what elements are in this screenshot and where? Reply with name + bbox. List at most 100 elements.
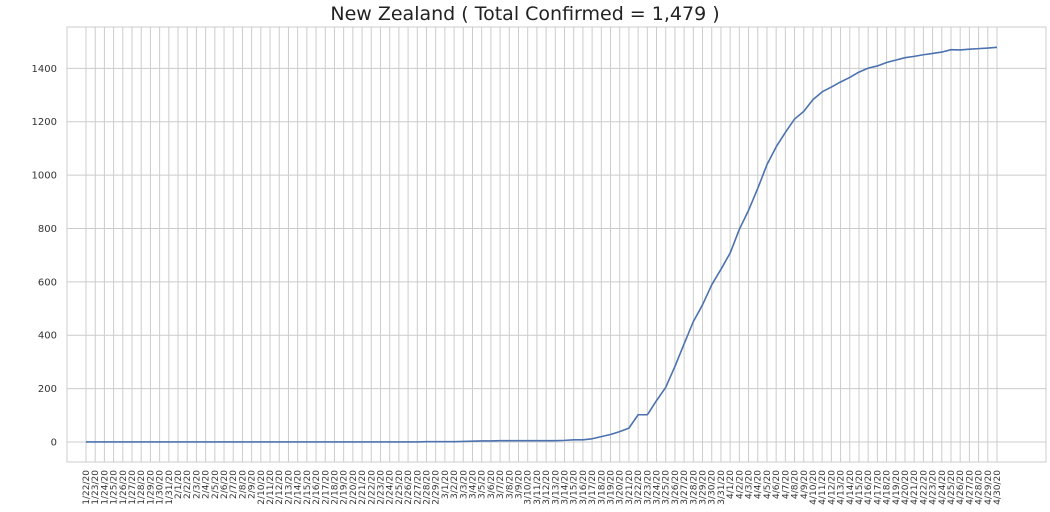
x-tick-label: 1/28/20 — [137, 470, 147, 505]
x-tick-label: 4/6/20 — [772, 470, 782, 499]
x-tick-label: 3/20/20 — [616, 470, 626, 505]
x-tick-label: 4/8/20 — [791, 470, 801, 499]
x-tick-label: 2/21/20 — [358, 470, 368, 505]
chart-title: New Zealand ( Total Confirmed = 1,479 ) — [330, 3, 720, 25]
x-tick-label: 3/10/20 — [524, 470, 534, 505]
y-tick-label: 400 — [38, 331, 57, 342]
y-tick-label: 1000 — [32, 171, 57, 182]
x-tick-label: 2/11/20 — [266, 470, 276, 505]
x-tick-label: 4/26/20 — [956, 470, 966, 505]
x-tick-label: 4/18/20 — [883, 470, 893, 505]
x-tick-label: 2/5/20 — [211, 470, 221, 499]
x-tick-label: 2/15/20 — [303, 470, 313, 505]
x-tick-label: 3/9/20 — [514, 470, 524, 499]
x-tick-label: 2/13/20 — [284, 470, 294, 505]
x-tick-label: 2/2/20 — [183, 470, 193, 499]
x-tick-label: 1/31/20 — [165, 470, 175, 505]
x-tick-label: 2/8/20 — [238, 470, 248, 499]
x-tick-label: 3/12/20 — [542, 470, 552, 505]
x-tick-label: 4/15/20 — [855, 470, 865, 505]
y-tick-label: 0 — [51, 437, 57, 448]
x-tick-label: 3/7/20 — [496, 470, 506, 499]
y-tick-label: 1200 — [32, 117, 57, 128]
x-tick-label: 3/14/20 — [561, 470, 571, 505]
x-tick-label: 3/31/20 — [717, 470, 727, 505]
x-tick-label: 3/19/20 — [607, 470, 617, 505]
x-tick-label: 4/13/20 — [837, 470, 847, 505]
x-tick-label: 3/27/20 — [680, 470, 690, 505]
y-tick-label: 1400 — [32, 64, 57, 75]
x-tick-label: 4/17/20 — [873, 470, 883, 505]
x-tick-label: 2/7/20 — [229, 470, 239, 499]
x-tick-label: 2/14/20 — [294, 470, 304, 505]
x-tick-label: 3/17/20 — [588, 470, 598, 505]
x-tick-label: 1/22/20 — [82, 470, 92, 505]
x-tick-label: 4/9/20 — [800, 470, 810, 499]
x-tick-label: 2/19/20 — [340, 470, 350, 505]
x-tick-label: 2/20/20 — [349, 470, 359, 505]
x-tick-label: 4/20/20 — [901, 470, 911, 505]
x-tick-label: 4/19/20 — [892, 470, 902, 505]
x-tick-label: 3/2/20 — [450, 470, 460, 499]
x-tick-label: 4/25/20 — [947, 470, 957, 505]
x-tick-label: 4/14/20 — [846, 470, 856, 505]
x-tick-label: 4/22/20 — [919, 470, 929, 505]
x-tick-label: 4/12/20 — [827, 470, 837, 505]
x-tick-label: 1/26/20 — [119, 470, 129, 505]
x-tick-label: 3/13/20 — [551, 470, 561, 505]
x-tick-label: 4/4/20 — [754, 470, 764, 499]
x-tick-label: 3/18/20 — [597, 470, 607, 505]
x-tick-label: 3/23/20 — [643, 470, 653, 505]
x-tick-label: 3/21/20 — [625, 470, 635, 505]
x-tick-label: 2/18/20 — [330, 470, 340, 505]
x-tick-label: 2/4/20 — [202, 470, 212, 499]
x-tick-label: 2/6/20 — [220, 470, 230, 499]
x-tick-label: 4/16/20 — [864, 470, 874, 505]
x-tick-label: 1/25/20 — [110, 470, 120, 505]
x-tick-label: 2/24/20 — [386, 470, 396, 505]
x-tick-label: 3/26/20 — [671, 470, 681, 505]
x-tick-label: 3/8/20 — [505, 470, 515, 499]
x-tick-label: 4/10/20 — [809, 470, 819, 505]
x-tick-label: 3/3/20 — [459, 470, 469, 499]
x-tick-label: 3/5/20 — [478, 470, 488, 499]
x-tick-label: 4/11/20 — [818, 470, 828, 505]
x-tick-label: 2/29/20 — [432, 470, 442, 505]
x-tick-label: 2/12/20 — [275, 470, 285, 505]
x-tick-label: 3/15/20 — [570, 470, 580, 505]
x-tick-label: 3/4/20 — [468, 470, 478, 499]
x-tick-label: 2/10/20 — [257, 470, 267, 505]
x-tick-label: 4/27/20 — [965, 470, 975, 505]
x-tick-label: 3/25/20 — [662, 470, 672, 505]
x-tick-label: 2/28/20 — [422, 470, 432, 505]
x-tick-label: 4/7/20 — [781, 470, 791, 499]
x-tick-label: 2/25/20 — [395, 470, 405, 505]
x-tick-label: 3/1/20 — [441, 470, 451, 499]
x-tick-label: 2/16/20 — [312, 470, 322, 505]
x-tick-label: 1/27/20 — [128, 470, 138, 505]
x-tick-label: 3/16/20 — [579, 470, 589, 505]
x-tick-label: 3/29/20 — [699, 470, 709, 505]
x-tick-label: 1/29/20 — [146, 470, 156, 505]
y-tick-label: 800 — [38, 224, 57, 235]
x-tick-label: 4/3/20 — [745, 470, 755, 499]
x-tick-label: 2/26/20 — [404, 470, 414, 505]
x-tick-label: 3/22/20 — [634, 470, 644, 505]
x-tick-label: 4/2/20 — [735, 470, 745, 499]
x-tick-label: 3/28/20 — [689, 470, 699, 505]
y-tick-label: 600 — [38, 277, 57, 288]
x-tick-label: 2/17/20 — [321, 470, 331, 505]
x-tick-label: 4/24/20 — [938, 470, 948, 505]
x-tick-label: 2/1/20 — [174, 470, 184, 499]
x-tick-label: 1/24/20 — [100, 470, 110, 505]
x-tick-label: 3/11/20 — [533, 470, 543, 505]
plot-area — [66, 26, 1047, 463]
x-tick-label: 1/23/20 — [91, 470, 101, 505]
series-line — [86, 46, 998, 443]
x-tick-label: 2/9/20 — [248, 470, 258, 499]
x-tick-label: 1/30/20 — [156, 470, 166, 505]
x-tick-label: 3/24/20 — [653, 470, 663, 505]
x-tick-label: 4/21/20 — [910, 470, 920, 505]
